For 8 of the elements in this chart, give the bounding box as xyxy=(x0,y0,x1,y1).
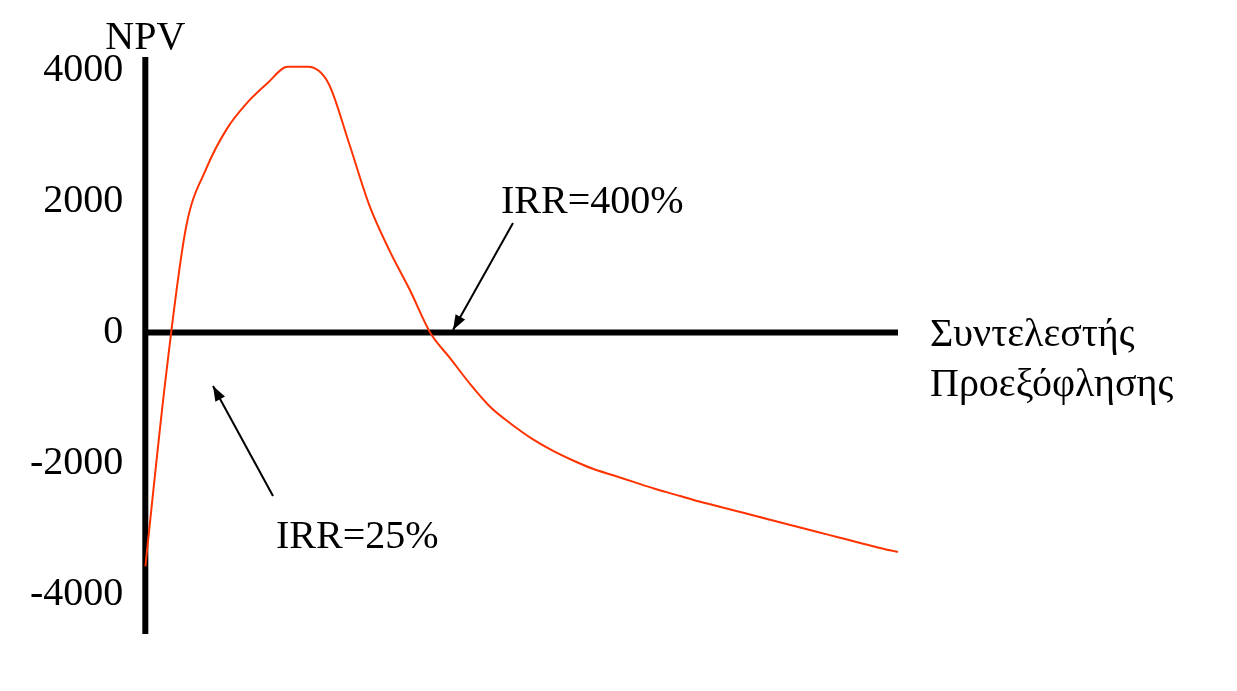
y-tick-label: -2000 xyxy=(29,438,124,484)
line-series xyxy=(144,65,899,568)
annotation: IRR=25% xyxy=(276,512,439,557)
annotation: IRR=400% xyxy=(501,177,684,222)
x-axis-title: Συντελεστής Προεξόφλησης xyxy=(930,310,1174,406)
y-tick-label: -4000 xyxy=(29,569,124,615)
y-tick-label: 0 xyxy=(103,306,124,352)
y-tick-label: 2000 xyxy=(43,175,124,221)
